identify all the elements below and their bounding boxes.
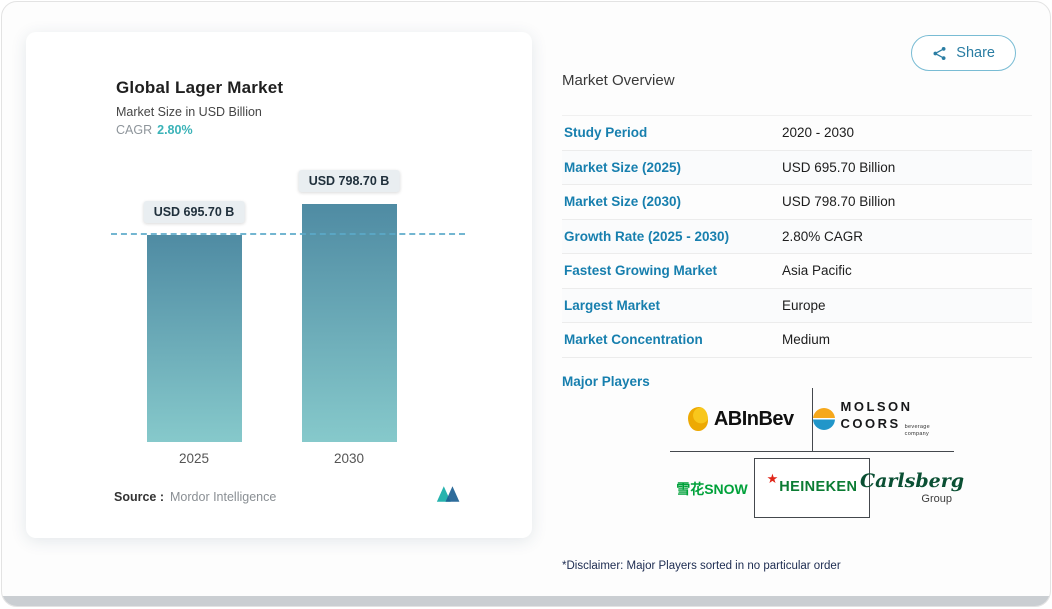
molson-line: MOLSON xyxy=(840,399,913,415)
table-row: Largest Market Europe xyxy=(562,288,1032,323)
chart-title: Global Lager Market xyxy=(116,78,284,97)
major-players-grid: ABInBev MOLSON COORS beverage company xyxy=(670,387,964,526)
bar-chart-plot: USD 695.70 B USD 798.70 B 2025 2030 xyxy=(111,142,465,466)
source-value: Mordor Intelligence xyxy=(170,489,277,504)
logo-carlsberg: Carlsberg Group xyxy=(860,472,964,506)
overview-table: Study Period 2020 - 2030 Market Size (20… xyxy=(562,115,1032,358)
chart-source-row: Source : Mordor Intelligence xyxy=(114,485,462,508)
players-row-2: 雪花SNOW ★ HEINEKEN Carlsberg Group xyxy=(670,452,964,526)
share-button[interactable]: Share xyxy=(911,35,1016,71)
row-value: 2020 - 2030 xyxy=(782,125,855,141)
x-axis-tick-2025: 2025 xyxy=(178,451,210,466)
table-row: Study Period 2020 - 2030 xyxy=(562,116,1032,151)
major-players-section: Major Players ABInBev MOLSON COORS beve xyxy=(562,374,1032,526)
row-value: USD 695.70 Billion xyxy=(782,159,896,175)
molson-coors-wordmark: MOLSON COORS beverage company xyxy=(841,399,955,438)
row-label: Market Size (2030) xyxy=(564,194,682,210)
chart-header: Global Lager Market Market Size in USD B… xyxy=(116,78,283,137)
abinbev-icon xyxy=(687,407,708,431)
logo-heineken: ★ HEINEKEN xyxy=(754,457,870,518)
overview-heading: Market Overview xyxy=(562,72,675,89)
table-row: Market Size (2025) USD 695.70 Billion xyxy=(562,150,1032,185)
bottom-edge-bar xyxy=(2,596,1050,606)
heineken-star-icon: ★ xyxy=(766,470,779,486)
row-label: Market Size (2025) xyxy=(564,159,682,175)
logo-snow: 雪花SNOW xyxy=(670,479,754,499)
abinbev-wordmark: ABInBev xyxy=(713,407,794,430)
disclaimer-text: *Disclaimer: Major Players sorted in no … xyxy=(562,559,841,572)
market-overview-panel: Market Overview Study Period 2020 - 2030… xyxy=(562,72,1032,572)
heineken-wordmark: HEINEKEN xyxy=(779,478,858,495)
logo-abinbev: ABInBev xyxy=(670,388,812,451)
row-value: 2.80% CAGR xyxy=(782,228,864,244)
major-players-label: Major Players xyxy=(562,373,650,389)
share-icon xyxy=(932,46,947,61)
chart-cagr: CAGR 2.80% xyxy=(116,123,283,137)
table-row: Market Concentration Medium xyxy=(562,323,1032,358)
table-row: Market Size (2030) USD 798.70 Billion xyxy=(562,185,1032,220)
bar-value-label-2025: USD 695.70 B xyxy=(143,201,245,223)
mordor-intelligence-logo-icon xyxy=(436,485,462,508)
table-row: Growth Rate (2025 - 2030) 2.80% CAGR xyxy=(562,219,1032,254)
carlsberg-wordmark: Carlsberg xyxy=(859,470,965,492)
cagr-value: 2.80% xyxy=(157,123,193,137)
share-button-label: Share xyxy=(956,45,995,61)
molson-coors-icon xyxy=(812,408,835,430)
x-axis-tick-2030: 2030 xyxy=(333,451,365,466)
source-label: Source : xyxy=(114,489,165,504)
snow-wordmark: 雪花SNOW xyxy=(676,480,748,497)
bar-2030 xyxy=(302,204,397,442)
row-value: USD 798.70 Billion xyxy=(782,194,896,210)
row-label: Growth Rate (2025 - 2030) xyxy=(564,228,730,244)
row-value: Asia Pacific xyxy=(782,263,852,279)
chart-subtitle: Market Size in USD Billion xyxy=(116,105,262,119)
row-value: Europe xyxy=(782,297,826,313)
players-row-1: ABInBev MOLSON COORS beverage company xyxy=(670,387,955,452)
bar-2025 xyxy=(147,235,242,442)
carlsberg-group-label: Group xyxy=(921,493,952,505)
threshold-dashed-line xyxy=(111,233,465,235)
row-label: Fastest Growing Market xyxy=(564,263,718,279)
table-row: Fastest Growing Market Asia Pacific xyxy=(562,254,1032,289)
source-text: Source : Mordor Intelligence xyxy=(114,490,276,504)
molson-tagline: beverage company xyxy=(904,424,931,438)
cagr-label: CAGR xyxy=(116,123,153,137)
coors-line: COORS xyxy=(840,416,901,432)
logo-molson-coors: MOLSON COORS beverage company xyxy=(811,387,955,451)
chart-card: Global Lager Market Market Size in USD B… xyxy=(26,32,532,538)
bar-value-label-2030: USD 798.70 B xyxy=(298,170,400,192)
row-label: Study Period xyxy=(564,125,648,141)
row-value: Medium xyxy=(782,332,831,348)
row-label: Market Concentration xyxy=(564,332,703,348)
row-label: Largest Market xyxy=(564,297,661,313)
